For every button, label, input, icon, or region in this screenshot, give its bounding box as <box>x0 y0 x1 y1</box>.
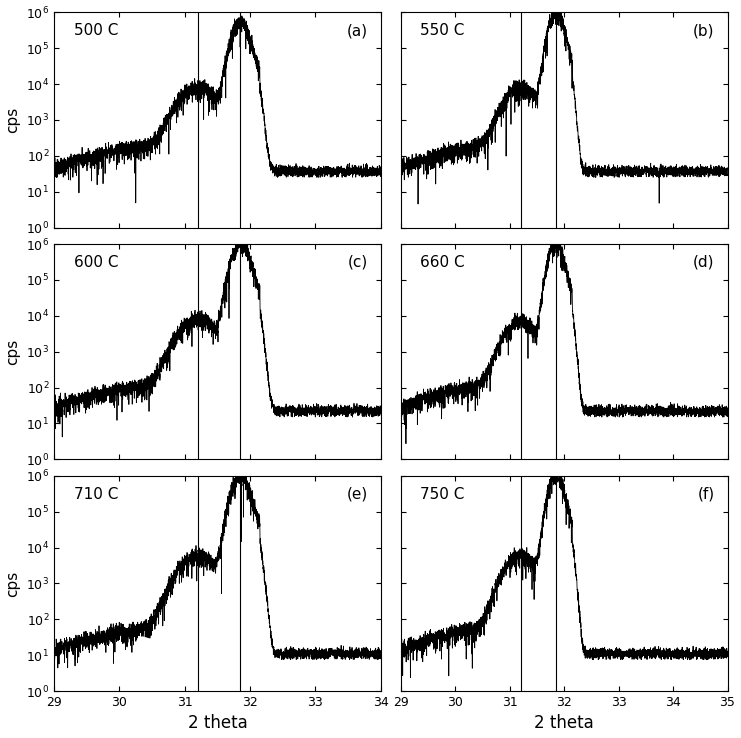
Text: (b): (b) <box>693 23 714 38</box>
Y-axis label: cps: cps <box>5 570 21 596</box>
X-axis label: 2 theta: 2 theta <box>534 714 594 732</box>
Text: (d): (d) <box>693 255 714 270</box>
Text: 500 C: 500 C <box>73 23 118 38</box>
Y-axis label: cps: cps <box>5 107 21 133</box>
Text: (f): (f) <box>697 486 714 502</box>
Y-axis label: cps: cps <box>5 339 21 365</box>
Text: 750 C: 750 C <box>420 486 465 502</box>
X-axis label: 2 theta: 2 theta <box>187 714 247 732</box>
Text: (e): (e) <box>347 486 368 502</box>
Text: 550 C: 550 C <box>420 23 465 38</box>
Text: (a): (a) <box>347 23 368 38</box>
Text: 710 C: 710 C <box>73 486 118 502</box>
Text: (c): (c) <box>348 255 368 270</box>
Text: 600 C: 600 C <box>73 255 118 270</box>
Text: 660 C: 660 C <box>420 255 465 270</box>
